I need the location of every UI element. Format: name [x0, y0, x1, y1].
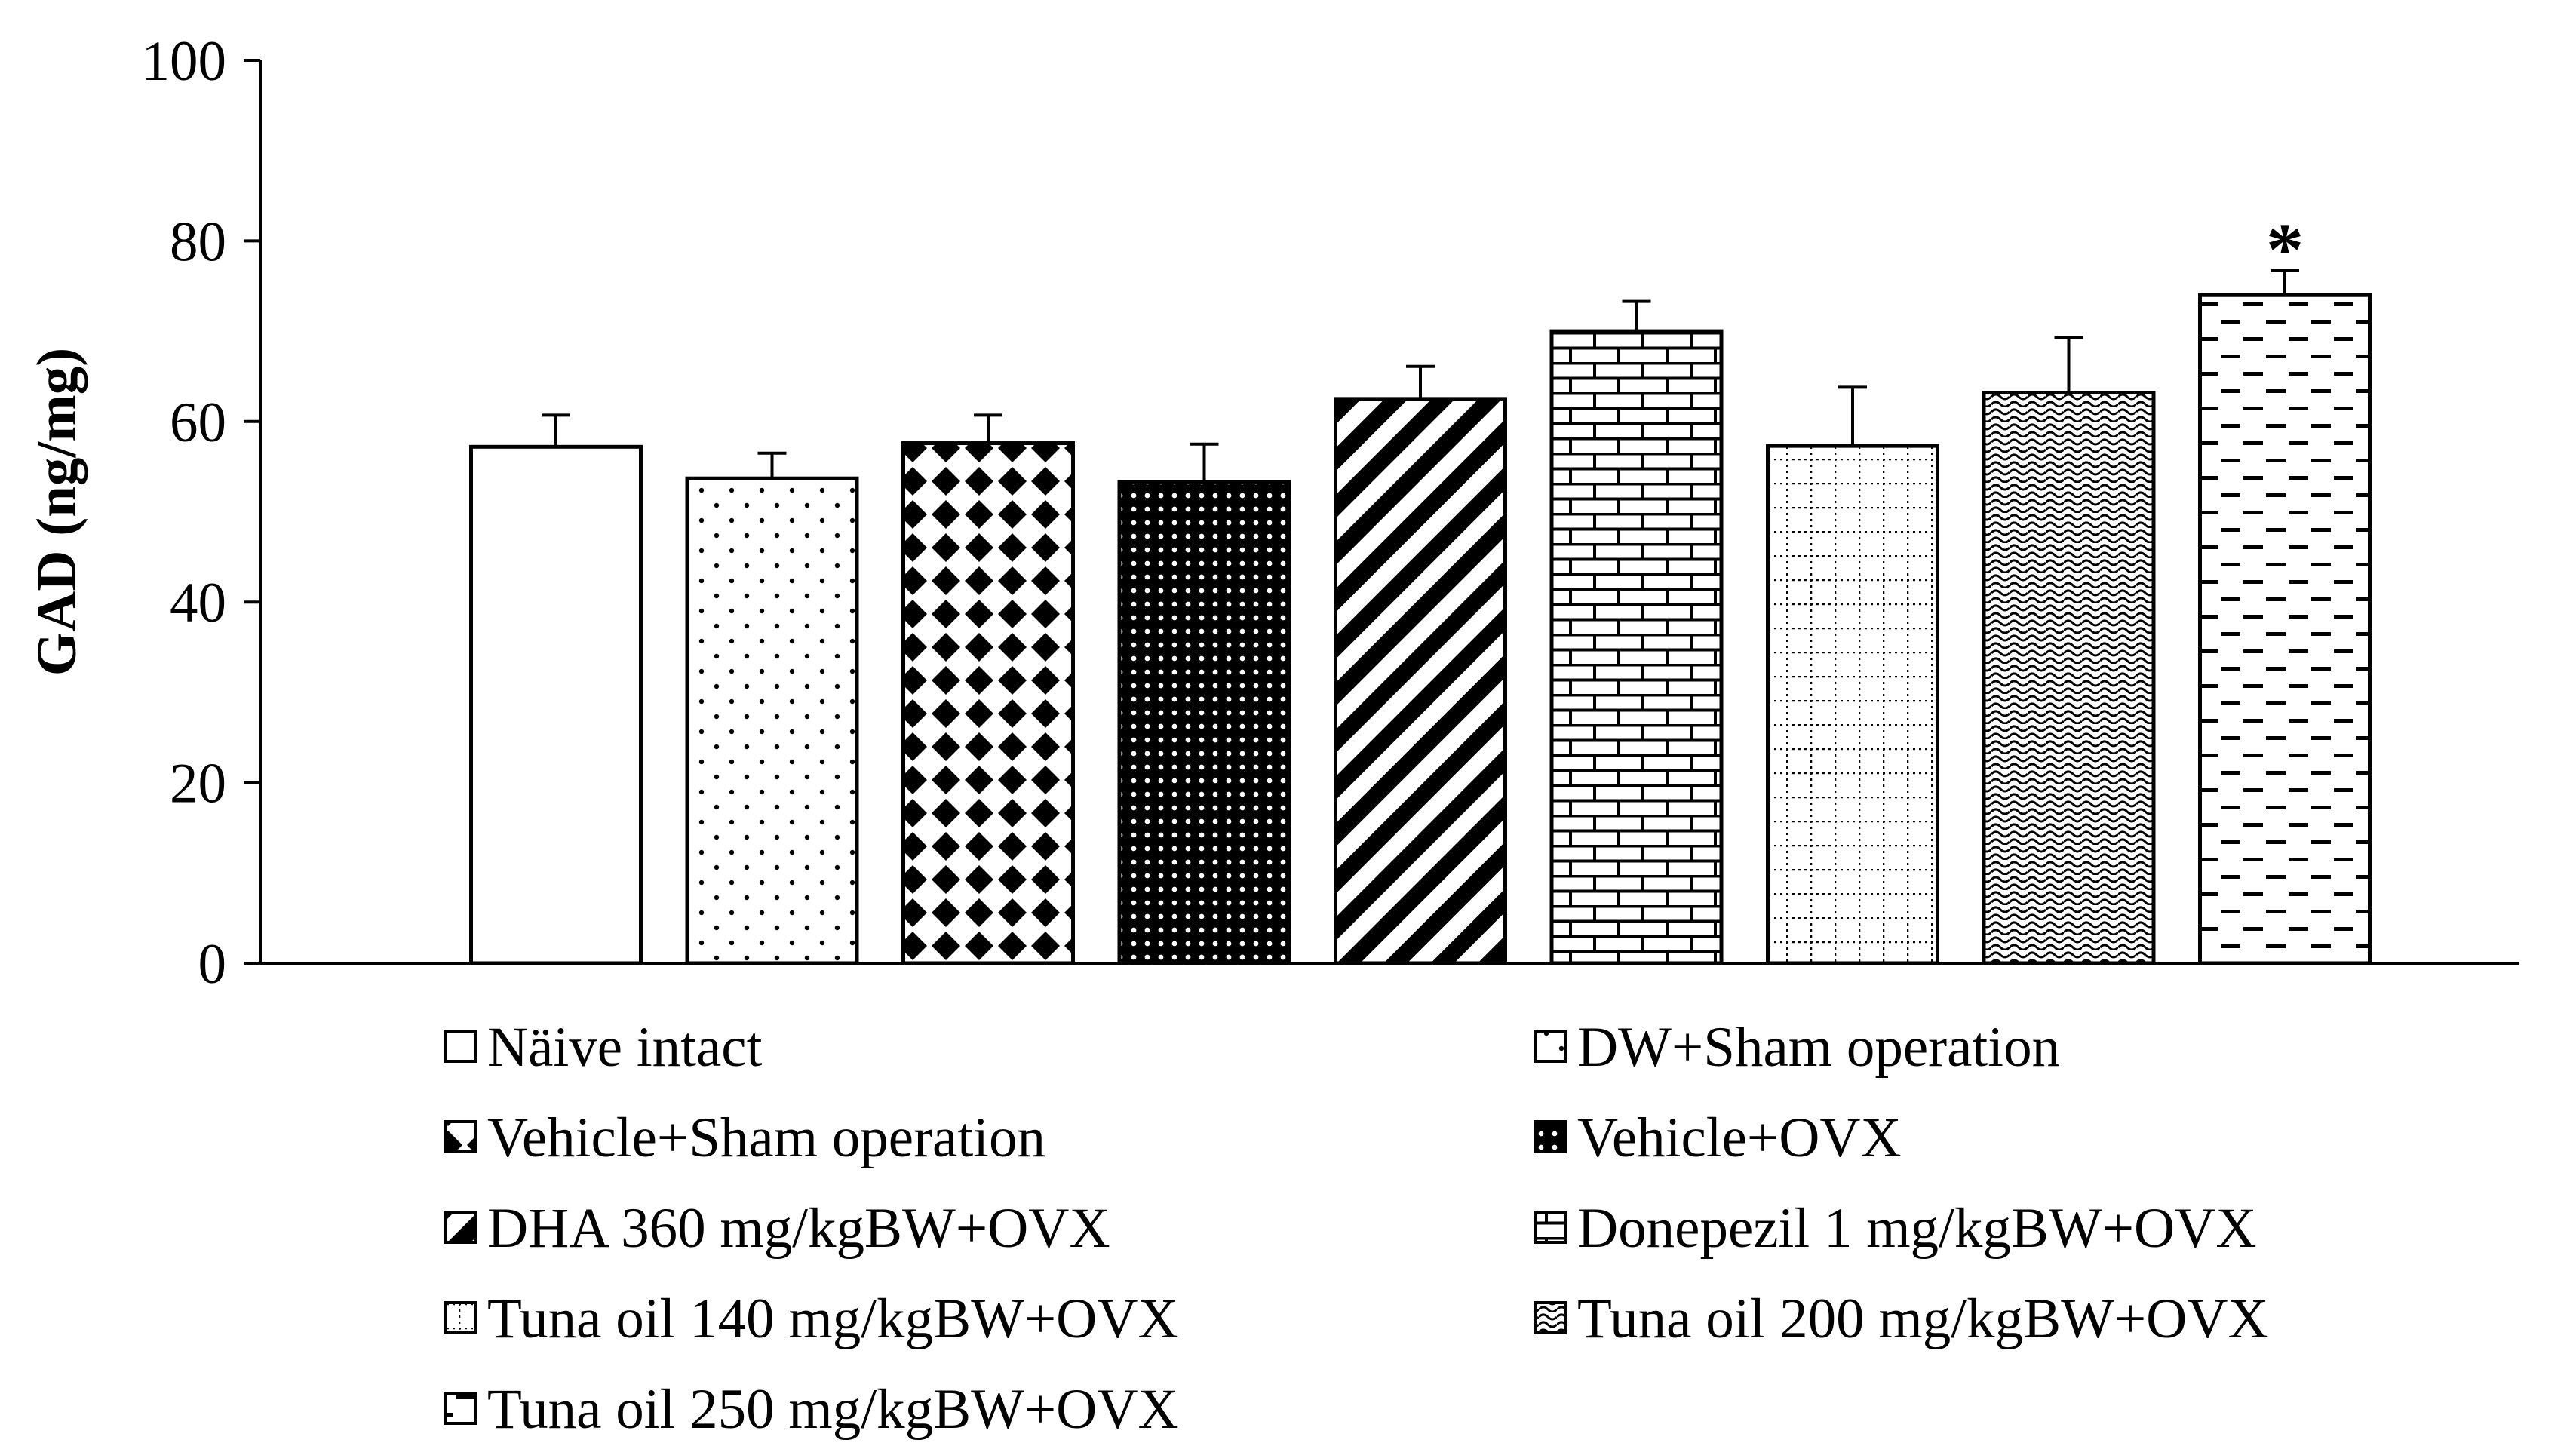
bar: [1982, 390, 2156, 965]
legend-label: Tuna oil 140 mg/kgBW+OVX: [487, 1288, 1179, 1350]
legend-item: DHA 360 mg/kgBW+OVX: [444, 1197, 1110, 1260]
y-tick-label: 20: [170, 753, 226, 815]
bar: [469, 444, 643, 965]
legend-item: Tuna oil 140 mg/kgBW+OVX: [444, 1288, 1179, 1350]
bar: [1334, 397, 1507, 965]
legend-item: DW+Sham operation: [1534, 1016, 2060, 1079]
y-tick-label: 100: [142, 30, 227, 93]
legend-label: DW+Sham operation: [1577, 1016, 2060, 1079]
legend-swatch: [444, 1030, 477, 1063]
legend-item: Donepezil 1 mg/kgBW+OVX: [1534, 1197, 2256, 1260]
legend-label: Tuna oil 200 mg/kgBW+OVX: [1577, 1288, 2269, 1350]
legend-item: Vehicle+Sham operation: [444, 1107, 1045, 1169]
error-bars: [542, 269, 2299, 482]
legend-swatch: [1534, 1211, 1567, 1244]
y-tick-label: 0: [198, 933, 227, 996]
bars: [469, 293, 2372, 965]
legend-swatch: [1534, 1120, 1567, 1153]
y-axis-label: GAD (ng/mg): [26, 348, 88, 676]
y-tick-label: 80: [170, 210, 226, 273]
legend-item: Tuna oil 200 mg/kgBW+OVX: [1534, 1288, 2269, 1350]
bar: [1117, 480, 1291, 965]
legend-label: DHA 360 mg/kgBW+OVX: [487, 1197, 1110, 1260]
legend-swatch: [444, 1392, 477, 1425]
legend-label: Näive intact: [487, 1016, 763, 1079]
y-tick-label: 60: [170, 391, 226, 454]
bar: [685, 476, 859, 965]
legend-swatch: [1534, 1301, 1567, 1334]
legend-item: Vehicle+OVX: [1534, 1107, 1902, 1169]
legend-label: Tuna oil 250 mg/kgBW+OVX: [487, 1378, 1179, 1441]
legend-swatch: [444, 1301, 477, 1334]
legend-label: Vehicle+Sham operation: [487, 1107, 1045, 1169]
y-tick-labels: 0 20 40 60 80 100: [142, 30, 227, 996]
legend-swatch: [1534, 1030, 1567, 1063]
bar: [901, 441, 1075, 965]
bar: [1549, 329, 1724, 965]
legend: Näive intact DW+Sham operation Vehicle+Sha…: [444, 1016, 2269, 1441]
legend-label: Vehicle+OVX: [1577, 1107, 1902, 1169]
legend-item: Tuna oil 250 mg/kgBW+OVX: [444, 1378, 1179, 1441]
significance-marker: *: [2266, 207, 2304, 291]
legend-item: Näive intact: [444, 1016, 763, 1079]
bar: [1766, 444, 1939, 965]
annotations: *: [2266, 207, 2304, 291]
legend-swatch: [444, 1211, 477, 1244]
y-tick-label: 40: [170, 572, 226, 634]
bar: [2198, 293, 2372, 965]
legend-swatch: [444, 1120, 477, 1153]
legend-label: Donepezil 1 mg/kgBW+OVX: [1577, 1197, 2256, 1260]
